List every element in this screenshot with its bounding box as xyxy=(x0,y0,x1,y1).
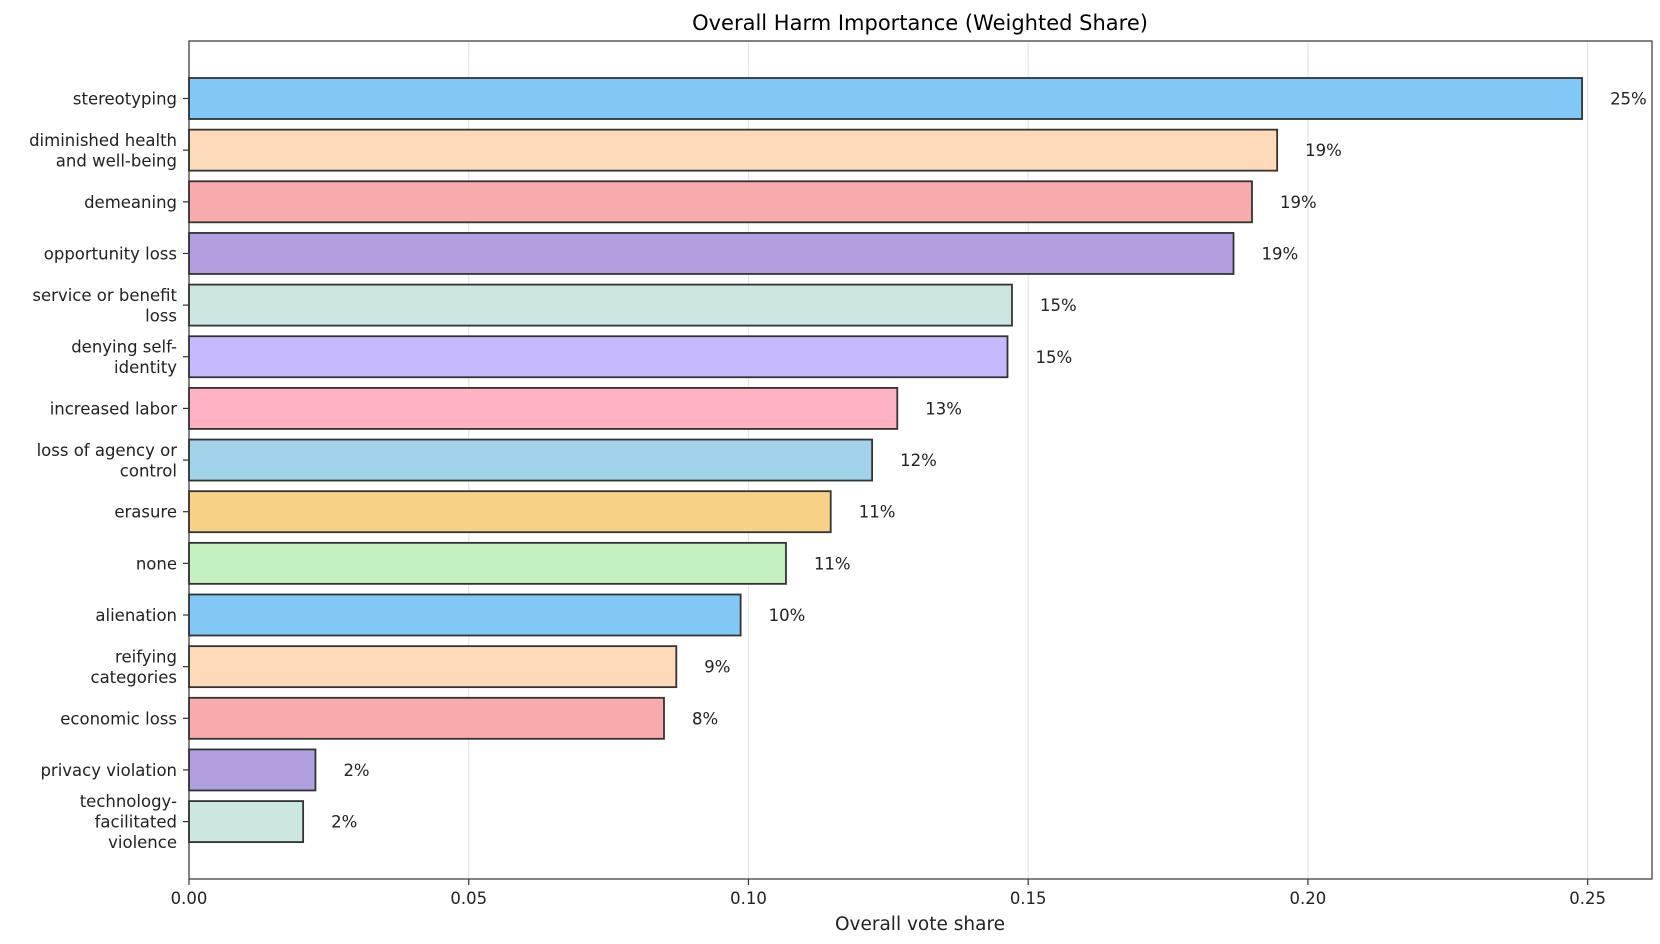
data-label: 9% xyxy=(704,658,730,677)
x-tick-label: 0.25 xyxy=(1569,889,1606,908)
bar xyxy=(188,335,1009,379)
y-tick-label: loss of agency or control xyxy=(37,441,178,481)
bar xyxy=(188,541,787,585)
bars xyxy=(188,77,1583,843)
bar xyxy=(188,800,305,843)
x-tick-label: 0.00 xyxy=(171,889,208,908)
data-label: 15% xyxy=(1035,348,1072,367)
data-label: 19% xyxy=(1280,193,1317,212)
y-tick-label: technology-facilitated violence xyxy=(80,792,177,852)
bar xyxy=(188,77,1583,120)
data-label: 15% xyxy=(1040,296,1077,315)
y-tick-label: erasure xyxy=(114,503,177,522)
bar xyxy=(188,645,678,689)
data-label: 11% xyxy=(859,503,896,522)
y-tick-label: reifying categories xyxy=(91,647,178,687)
bar xyxy=(188,593,742,637)
data-label: 19% xyxy=(1262,244,1299,263)
y-tick-label: increased labor xyxy=(50,399,178,418)
bar xyxy=(188,386,899,430)
x-tick-label: 0.05 xyxy=(450,889,487,908)
data-labels: 25% 19% 19% 19% 15% 15% 13% 12% 11% 11% 10% 9% 8% 2% 2… xyxy=(331,90,1647,832)
bar xyxy=(188,696,665,740)
x-axis-ticks: 0.00 0.05 0.10 0.15 0.20 0.25 xyxy=(171,879,1606,908)
y-tick-label: denying self-identity xyxy=(71,338,177,378)
y-tick-label: demeaning xyxy=(84,193,177,212)
data-label: 8% xyxy=(692,709,718,728)
data-label: 10% xyxy=(769,606,806,625)
y-tick-label: economic loss xyxy=(60,709,177,728)
y-tick-label: service or benefit loss xyxy=(32,286,177,326)
y-tick-label: opportunity loss xyxy=(44,244,177,263)
y-tick-label: alienation xyxy=(95,606,177,625)
y-tick-label: diminished health and well-being xyxy=(29,131,177,171)
x-tick-label: 0.10 xyxy=(730,889,767,908)
chart-title: Overall Harm Importance (Weighted Share) xyxy=(692,11,1148,35)
bar xyxy=(188,490,832,534)
bar xyxy=(188,180,1253,224)
y-tick-label: stereotyping xyxy=(73,90,177,109)
bar xyxy=(188,128,1279,172)
data-label: 12% xyxy=(900,451,937,470)
bar xyxy=(188,232,1235,275)
bar xyxy=(188,283,1013,327)
y-tick-label: privacy violation xyxy=(40,761,177,780)
x-tick-label: 0.20 xyxy=(1290,889,1327,908)
data-label: 2% xyxy=(331,813,357,832)
bar xyxy=(188,438,874,482)
data-label: 2% xyxy=(343,761,369,780)
data-label: 13% xyxy=(925,399,962,418)
data-label: 19% xyxy=(1305,141,1342,160)
data-label: 25% xyxy=(1610,90,1647,109)
x-axis-label: Overall vote share xyxy=(835,914,1005,935)
x-tick-label: 0.15 xyxy=(1010,889,1047,908)
bar xyxy=(188,748,317,792)
data-label: 11% xyxy=(814,554,851,573)
y-axis-ticks: stereotyping diminished health and well-be… xyxy=(29,90,189,852)
y-tick-label: none xyxy=(136,554,177,573)
